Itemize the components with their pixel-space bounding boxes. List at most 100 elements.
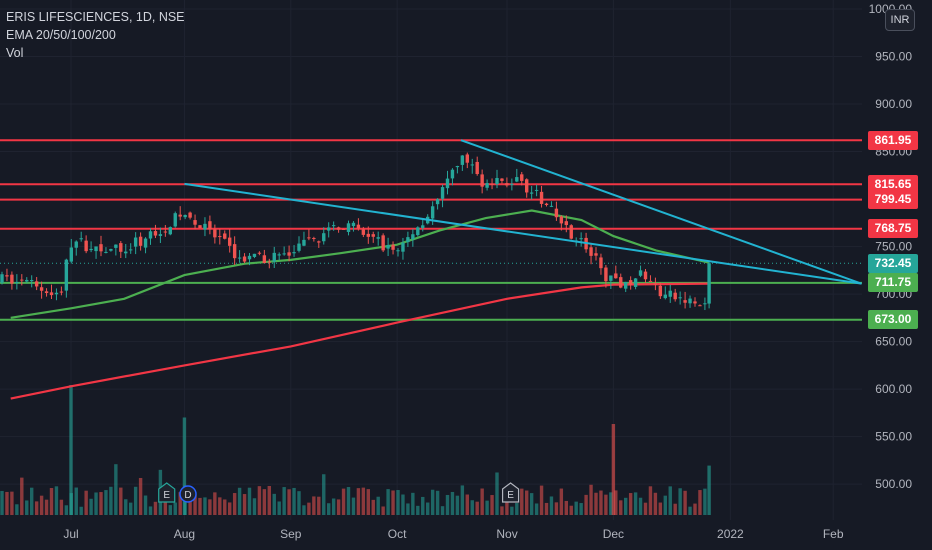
volume-bar <box>599 490 603 515</box>
time-axis[interactable]: Jul Aug Sep Oct Nov Dec 2022 Feb <box>63 527 844 541</box>
candle-body <box>44 291 49 294</box>
volume-bar <box>361 487 366 515</box>
price-tick-label: 650.00 <box>875 335 912 349</box>
price-tag: 861.95 <box>868 130 918 150</box>
candle-body <box>688 298 692 304</box>
candle-body <box>653 283 658 285</box>
candle-body <box>138 236 143 246</box>
volume-bar <box>549 496 554 515</box>
price-tick-label: 900.00 <box>875 97 912 111</box>
volume-bar <box>356 488 361 515</box>
volume-bar <box>529 493 534 515</box>
candle-body <box>534 189 539 191</box>
volume-bar <box>94 492 98 515</box>
candle-body <box>416 227 420 236</box>
candle-body <box>292 252 296 254</box>
candle-body <box>198 225 202 229</box>
candle-body <box>619 277 623 288</box>
volume-bar <box>510 506 514 515</box>
volume-bar <box>124 499 128 515</box>
horizontal-levels[interactable] <box>0 139 862 321</box>
event-label: E <box>507 490 514 501</box>
earnings-marker <box>501 482 520 503</box>
volume-bar <box>589 484 593 515</box>
candle-body <box>351 222 356 227</box>
candle-body <box>599 257 603 269</box>
volume-bar <box>153 501 158 515</box>
volume-spike <box>707 465 711 515</box>
candle-body <box>297 243 301 251</box>
candle-body <box>188 212 192 218</box>
volume-bar <box>49 488 54 515</box>
candle-body <box>223 233 227 239</box>
candle-body <box>287 252 291 256</box>
volume-bar <box>391 490 395 515</box>
candle-body <box>381 235 385 251</box>
candle-body <box>633 278 638 287</box>
volume-bar <box>683 490 687 515</box>
volume-bar <box>495 472 499 515</box>
candle-body <box>272 252 276 262</box>
candle-body <box>94 246 98 252</box>
candle-body <box>549 205 554 207</box>
price-axis[interactable]: 1000.00950.00900.00850.00800.00750.00700… <box>869 2 913 491</box>
ema-legend[interactable]: EMA 20/50/100/200 <box>6 28 116 42</box>
symbol-title[interactable]: ERIS LIFESCIENCES, 1D, NSE <box>6 10 185 24</box>
candle-body <box>163 231 168 233</box>
candle-body <box>707 263 711 304</box>
candle-body <box>119 243 123 252</box>
volume-bar <box>277 501 281 515</box>
candle-body <box>168 227 172 235</box>
volume-bar <box>445 494 450 515</box>
volume-bar <box>604 494 608 515</box>
candle-body <box>257 252 262 254</box>
candle-body <box>317 241 321 243</box>
volume-bar <box>282 487 286 515</box>
volume-bar <box>440 506 445 515</box>
volume-bar <box>609 492 613 515</box>
candle-body <box>322 233 326 242</box>
volume-bar <box>653 492 658 515</box>
candle-body <box>79 238 83 240</box>
candle-body <box>559 216 564 224</box>
trendlines[interactable] <box>184 139 862 285</box>
earnings-marker <box>158 482 176 503</box>
volume-bar <box>534 503 539 515</box>
volume-bar <box>450 491 455 515</box>
time-tick-label: Dec <box>603 527 624 541</box>
price-tag: 799.45 <box>868 190 918 210</box>
price-tag: 732.45 <box>868 253 918 273</box>
volume-bar <box>109 486 113 515</box>
volume-bar <box>638 497 643 515</box>
volume-bar <box>322 474 326 515</box>
candle-body <box>99 244 103 252</box>
candle-body <box>10 274 14 284</box>
volume-bars <box>0 385 711 515</box>
volume-bar <box>232 493 237 515</box>
volume-bar <box>178 492 182 515</box>
volume-bar <box>208 499 212 515</box>
volume-bar <box>416 505 420 515</box>
currency-badge[interactable]: INR <box>885 9 915 31</box>
candle-body <box>64 259 69 291</box>
volume-bar <box>5 491 9 515</box>
candle-body <box>20 279 24 281</box>
volume-bar <box>297 491 301 515</box>
candle-body <box>673 292 677 300</box>
candle-body <box>262 255 267 264</box>
ema-line <box>10 282 710 400</box>
volume-legend[interactable]: Vol <box>6 46 24 60</box>
candle-body <box>624 281 628 289</box>
candle-body <box>668 290 672 297</box>
candle-body <box>376 237 380 239</box>
candle-body <box>148 231 153 239</box>
chart-grid <box>0 0 862 520</box>
volume-bar <box>59 499 64 515</box>
chart-legend: ERIS LIFESCIENCES, 1D, NSE EMA 20/50/100… <box>6 8 185 62</box>
candle-body <box>307 237 311 239</box>
volume-spike <box>182 417 187 515</box>
candlesticks[interactable] <box>0 152 711 311</box>
volume-bar <box>411 492 415 515</box>
